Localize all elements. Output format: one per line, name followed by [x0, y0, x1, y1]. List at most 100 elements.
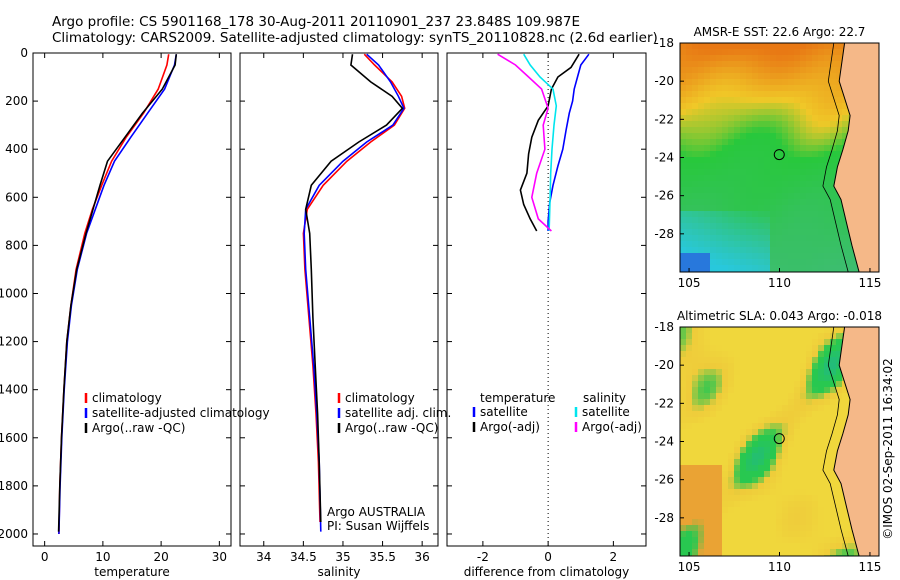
- sla-field-cell: [806, 441, 812, 447]
- sla-field-cell: [692, 387, 698, 393]
- sla-field-cell: [800, 465, 806, 471]
- sst-field-cell: [692, 91, 698, 97]
- sla-field-cell: [812, 411, 818, 417]
- sla-field-cell: [782, 411, 788, 417]
- sla-field-cell: [746, 435, 752, 441]
- sst-field-cell: [782, 253, 788, 259]
- sst-field-cell: [746, 217, 752, 223]
- sst-field-cell: [794, 91, 800, 97]
- sal-legend-entry-label: climatology: [345, 391, 415, 405]
- sst-field-cell: [680, 205, 686, 211]
- sst-field-cell: [746, 265, 752, 271]
- sla-field-cell: [788, 447, 794, 453]
- sst-field-cell: [812, 85, 818, 91]
- sst-field-cell: [836, 61, 842, 67]
- sla-field-cell: [800, 525, 806, 531]
- temp-legend-entry-label: satellite-adjusted climatology: [92, 406, 270, 420]
- sla-field-cell: [746, 453, 752, 459]
- sla-field-cell: [740, 423, 746, 429]
- sla-field-cell: [698, 531, 704, 537]
- sla-field-cell: [800, 435, 806, 441]
- sla-field-cell: [782, 471, 788, 477]
- sst-field-cell: [788, 91, 794, 97]
- sst-field-cell: [752, 247, 758, 253]
- sla-field-cell: [752, 333, 758, 339]
- sst-field-cell: [842, 103, 848, 109]
- sla-field-cell: [776, 459, 782, 465]
- sst-field-cell: [764, 103, 770, 109]
- sst-field-cell: [746, 187, 752, 193]
- sla-lat-tick-label: -28: [654, 511, 674, 525]
- sla-field-cell: [812, 417, 818, 423]
- sst-field-cell: [740, 175, 746, 181]
- sla-field-cell: [836, 327, 842, 333]
- sla-field-cell: [812, 501, 818, 507]
- sla-field-cell: [806, 387, 812, 393]
- sla-field-cell: [800, 513, 806, 519]
- sst-field-cell: [740, 61, 746, 67]
- sst-field-cell: [728, 187, 734, 193]
- sst-field-cell: [776, 193, 782, 199]
- sst-field-cell: [806, 91, 812, 97]
- sla-field-cell: [836, 525, 842, 531]
- sst-field-cell: [752, 241, 758, 247]
- sla-field: [680, 327, 879, 556]
- sla-field-cell: [830, 453, 836, 459]
- sst-field-cell: [818, 217, 824, 223]
- sla-field-cell: [746, 477, 752, 483]
- sst-field-cell: [824, 223, 830, 229]
- sla-field-cell: [818, 501, 824, 507]
- sal-series-line: [303, 53, 405, 532]
- sla-field-cell: [746, 471, 752, 477]
- sla-field-cell: [740, 537, 746, 543]
- sla-field-cell: [776, 369, 782, 375]
- sla-field-cell: [788, 549, 794, 555]
- sst-field-cell: [740, 169, 746, 175]
- sla-field-cell: [704, 369, 710, 375]
- sst-field-cell: [698, 151, 704, 157]
- sst-field-cell: [746, 121, 752, 127]
- sla-field-cell: [812, 405, 818, 411]
- sla-field-cell: [818, 447, 824, 453]
- sst-field-cell: [722, 139, 728, 145]
- sla-field-cell: [824, 519, 830, 525]
- sla-field-cell: [764, 477, 770, 483]
- sla-field-cell: [770, 327, 776, 333]
- sst-field-cell: [788, 115, 794, 121]
- sla-field-cell: [782, 387, 788, 393]
- sla-field-cell: [686, 543, 692, 549]
- diff-series-line: [547, 53, 590, 231]
- sla-field-cell: [692, 375, 698, 381]
- sst-field-cell: [806, 187, 812, 193]
- sla-field-cell: [728, 477, 734, 483]
- sst-field-cell: [818, 109, 824, 115]
- sst-field-cell: [734, 157, 740, 163]
- sst-field-cell: [794, 163, 800, 169]
- sst-field-cell: [770, 91, 776, 97]
- sla-field-cell: [734, 489, 740, 495]
- sst-field-cell: [830, 199, 836, 205]
- sla-field-cell: [758, 495, 764, 501]
- sla-field-cell: [686, 501, 692, 507]
- sla-field-cell: [680, 345, 686, 351]
- sst-field-cell: [800, 145, 806, 151]
- sla-field-cell: [758, 435, 764, 441]
- sla-field-cell: [692, 495, 698, 501]
- sla-field-cell: [698, 465, 704, 471]
- sst-field-cell: [722, 253, 728, 259]
- sla-field-cell: [704, 441, 710, 447]
- sst-field-cell: [728, 133, 734, 139]
- sst-field-cell: [836, 157, 842, 163]
- sst-field-cell: [782, 85, 788, 91]
- sst-field-cell: [692, 229, 698, 235]
- sla-field-cell: [770, 543, 776, 549]
- sla-field-cell: [764, 345, 770, 351]
- sst-field-cell: [782, 49, 788, 55]
- sla-field-cell: [824, 411, 830, 417]
- sst-field-cell: [692, 103, 698, 109]
- sst-field-cell: [716, 169, 722, 175]
- sst-field-cell: [716, 85, 722, 91]
- sst-field-cell: [686, 133, 692, 139]
- sla-field-cell: [716, 435, 722, 441]
- sla-field-cell: [788, 357, 794, 363]
